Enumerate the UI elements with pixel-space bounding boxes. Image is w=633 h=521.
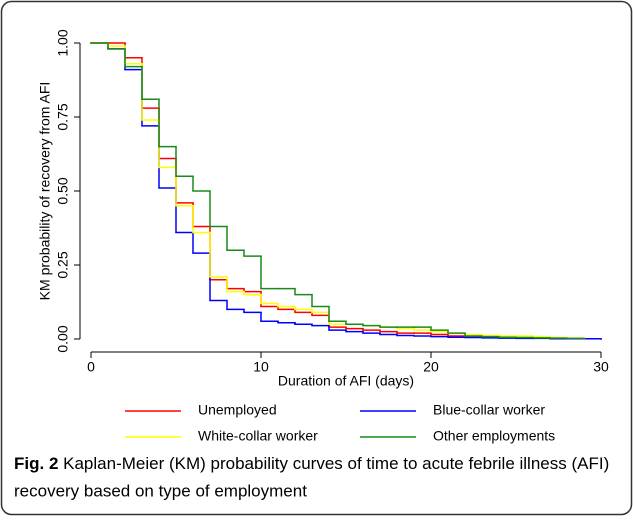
- y-tick-label: 1.00: [55, 29, 71, 56]
- caption-label: Fig. 2: [14, 454, 58, 473]
- y-tick-label: 0.50: [55, 177, 71, 204]
- x-tick-label: 30: [593, 359, 609, 375]
- legend-label: White-collar worker: [198, 428, 318, 444]
- legend-label: Other employments: [433, 428, 555, 444]
- caption-text: Kaplan-Meier (KM) probability curves of …: [63, 454, 609, 473]
- series-line: [90, 42, 585, 340]
- y-axis-label: KM probability of recovery from AFI: [37, 82, 53, 301]
- y-tick-label: 0.75: [55, 103, 71, 130]
- legend: Unemployed Blue-collar worker White-collar…: [125, 402, 555, 444]
- x-axis-label: Duration of AFI (days): [278, 373, 414, 389]
- legend-label: Unemployed: [198, 402, 277, 418]
- x-tick-label: 0: [87, 359, 95, 375]
- y-tick-label: 0.00: [55, 325, 71, 352]
- y-tick-label: 0.25: [55, 251, 71, 278]
- x-tick-label: 10: [253, 359, 269, 375]
- legend-label: Blue-collar worker: [433, 402, 545, 418]
- x-tick-label: 20: [423, 359, 439, 375]
- caption-line-2: recovery based on type of employment: [14, 481, 307, 500]
- caption-line-1: Fig. 2 Kaplan-Meier (KM) probability cur…: [14, 454, 609, 473]
